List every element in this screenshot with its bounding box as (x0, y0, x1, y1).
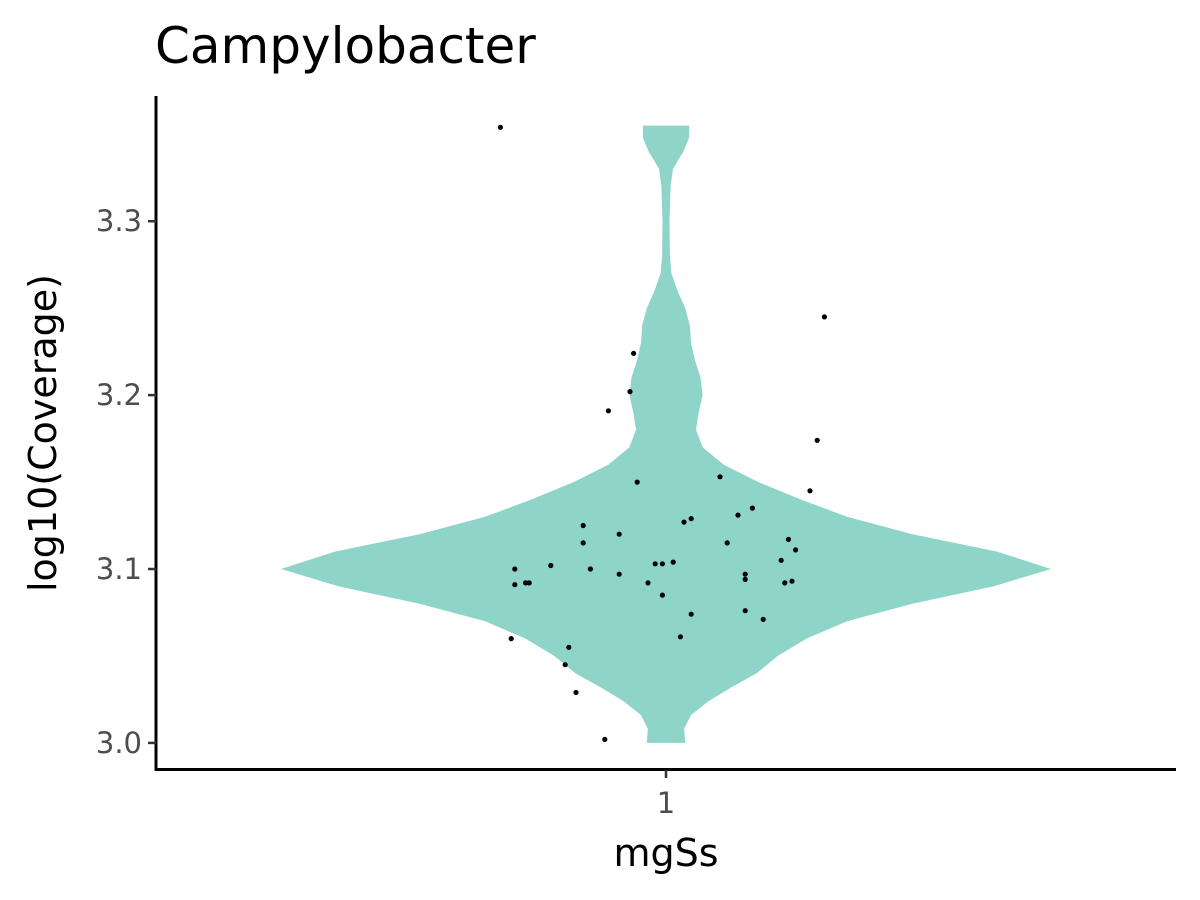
x-tick-label: 1 (657, 786, 675, 820)
data-point (760, 616, 766, 623)
data-point (645, 580, 651, 586)
points-layer (497, 124, 828, 743)
x-axis-ticks: 1 (657, 770, 675, 820)
data-point (677, 634, 684, 640)
plot-area (281, 124, 1051, 743)
chart-title: Campylobacter (155, 17, 536, 75)
y-axis-title: log10(Coverage) (21, 274, 65, 592)
data-point (523, 580, 529, 586)
data-point (512, 566, 518, 572)
data-point (742, 608, 748, 614)
data-point (548, 562, 554, 569)
data-point (652, 561, 658, 567)
data-point (587, 566, 594, 572)
data-point (688, 516, 694, 522)
data-point (526, 580, 532, 586)
data-point (670, 559, 676, 565)
data-point (616, 571, 622, 577)
data-point (742, 571, 748, 577)
y-tick-label: 3.1 (96, 552, 142, 586)
data-point (742, 576, 748, 583)
data-point (562, 662, 568, 668)
data-point (631, 350, 637, 356)
data-point (580, 540, 586, 546)
y-tick-label: 3.3 (96, 204, 142, 238)
data-point (785, 536, 792, 543)
data-point (605, 408, 612, 414)
data-point (688, 611, 694, 617)
data-point (749, 505, 756, 511)
data-point (497, 124, 503, 130)
data-point (508, 636, 514, 642)
data-point (616, 531, 622, 537)
data-point (814, 437, 820, 443)
y-tick-label: 3.2 (96, 378, 142, 412)
data-point (789, 578, 795, 584)
data-point (807, 488, 813, 494)
data-point (724, 540, 730, 546)
y-axis-ticks: 3.0 3.1 3.2 3.3 (96, 204, 156, 760)
data-point (659, 592, 666, 598)
data-point (512, 582, 518, 588)
data-point (580, 522, 586, 529)
data-point (681, 519, 687, 525)
data-point (634, 479, 640, 485)
data-point (627, 389, 633, 395)
data-point (821, 314, 828, 320)
data-point (778, 557, 784, 563)
data-point (602, 736, 608, 743)
data-point (659, 561, 666, 567)
y-tick-label: 3.0 (96, 726, 142, 760)
violin-shape (281, 125, 1051, 743)
data-point (573, 689, 579, 696)
data-point (717, 474, 723, 480)
x-axis-title: mgSs (613, 831, 718, 875)
data-point (793, 547, 799, 553)
data-point (735, 512, 741, 518)
data-point (782, 580, 788, 586)
data-point (566, 644, 572, 650)
